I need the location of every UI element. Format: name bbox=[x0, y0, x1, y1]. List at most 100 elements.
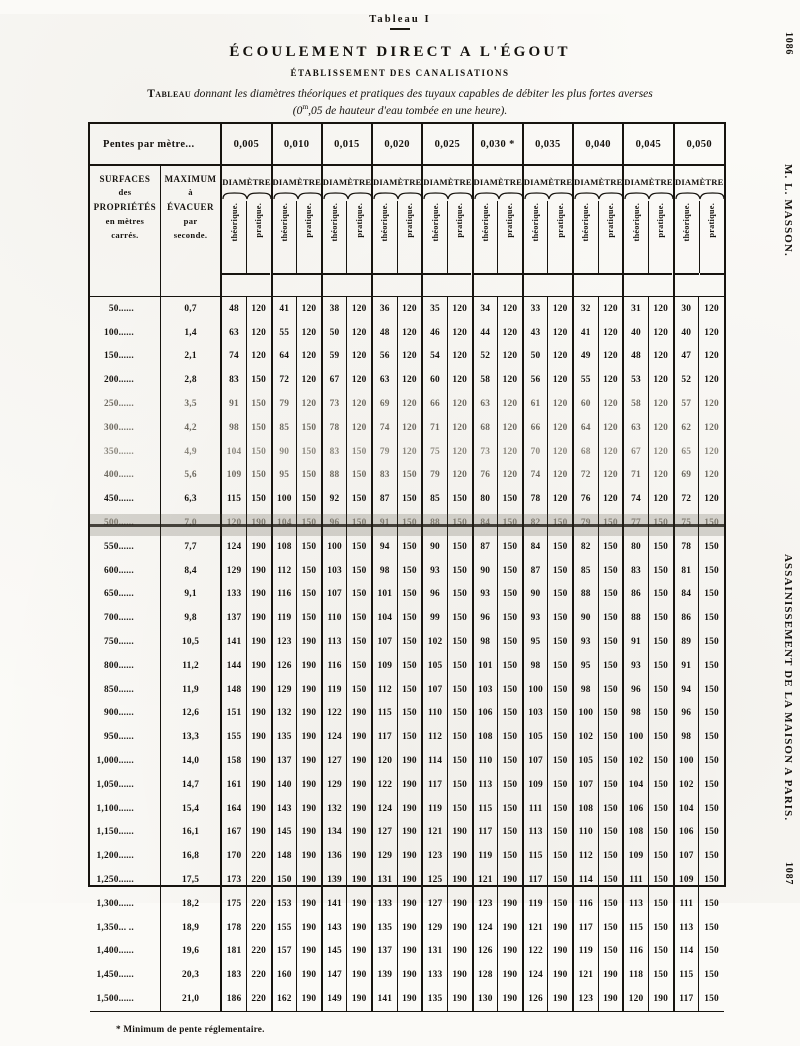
surface-cell: 1,000...... bbox=[96, 756, 134, 767]
diameter-theorique-cell: 68 bbox=[471, 415, 498, 440]
diameter-pratique-cell: 120 bbox=[296, 368, 322, 393]
diameter-theorique-cell: 53 bbox=[622, 368, 649, 393]
diameter-pratique-cell: 190 bbox=[597, 963, 624, 988]
diameter-header-7: DIAMÈTRE théorique. pratique. bbox=[571, 165, 624, 297]
diameter-theorique-cell: 52 bbox=[672, 368, 699, 393]
diameter-theorique-cell: 64 bbox=[270, 344, 297, 369]
diameter-theorique-cell: 73 bbox=[320, 392, 347, 416]
diameter-pratique-cell: 120 bbox=[446, 392, 473, 416]
diameter-pratique-cell: 150 bbox=[698, 963, 724, 988]
table-row: 500...... 7,0 120 190 104 150 96 150 91 150 88 150 8… bbox=[90, 511, 724, 535]
diameter-pratique-cell: 190 bbox=[245, 725, 272, 750]
diameter-pratique-cell: 120 bbox=[547, 320, 573, 345]
debit-cell: 15,4 bbox=[159, 796, 222, 821]
diameter-pratique-cell: 190 bbox=[446, 939, 473, 964]
diameter-pratique-cell: 150 bbox=[547, 891, 573, 916]
surface-cell: 100...... bbox=[103, 327, 134, 338]
diameter-pratique-cell: 150 bbox=[597, 534, 624, 559]
diameter-pratique-cell: 150 bbox=[698, 511, 724, 535]
diameter-theorique-cell: 98 bbox=[471, 630, 498, 654]
diameter-theorique-cell: 85 bbox=[421, 487, 448, 512]
diameter-pratique-cell: 120 bbox=[698, 463, 724, 488]
diameter-pratique-cell: 190 bbox=[346, 868, 372, 892]
diameter-theorique-cell: 31 bbox=[622, 296, 649, 321]
diameter-theorique-cell: 110 bbox=[421, 701, 448, 726]
diameter-theorique-cell: 181 bbox=[220, 939, 247, 964]
diameter-pratique-cell: 150 bbox=[346, 534, 372, 559]
diameter-word: DIAMÈTRE bbox=[373, 177, 422, 187]
diameter-theorique-cell: 116 bbox=[320, 653, 347, 678]
diameter-pratique-cell: 120 bbox=[446, 320, 473, 345]
subheader-rules bbox=[523, 273, 572, 275]
diameter-pratique-cell: 150 bbox=[547, 725, 573, 750]
diameter-theorique-cell: 56 bbox=[370, 344, 398, 369]
diameter-pratique-cell: 150 bbox=[446, 749, 473, 773]
subheader-rules bbox=[574, 273, 623, 275]
rule bbox=[648, 273, 673, 275]
diameter-theorique-cell: 137 bbox=[220, 606, 247, 631]
diameter-pratique-cell: 150 bbox=[547, 820, 573, 845]
diameter-theorique-cell: 48 bbox=[220, 296, 247, 321]
diameter-theorique-cell: 98 bbox=[622, 701, 649, 726]
diameter-theorique-cell: 127 bbox=[320, 749, 347, 773]
diameter-pratique-cell: 150 bbox=[346, 582, 372, 607]
diameter-pratique-cell: 120 bbox=[296, 320, 322, 345]
diameter-pratique-cell: 120 bbox=[547, 344, 573, 369]
rule bbox=[373, 273, 398, 275]
diameter-pratique-cell: 150 bbox=[597, 844, 624, 869]
subheader-pratique-label: pratique. bbox=[656, 203, 666, 238]
diameter-theorique-cell: 66 bbox=[421, 392, 448, 416]
diameter-theorique-cell: 175 bbox=[220, 891, 247, 916]
diameter-theorique-cell: 77 bbox=[622, 511, 649, 535]
diameter-pratique-cell: 120 bbox=[396, 439, 423, 464]
diameter-theorique-cell: 102 bbox=[571, 725, 599, 750]
diameter-pratique-cell: 150 bbox=[647, 511, 674, 535]
diameter-pratique-cell: 150 bbox=[647, 653, 674, 678]
diameter-theorique-cell: 131 bbox=[421, 939, 448, 964]
diameter-pratique-cell: 150 bbox=[647, 772, 674, 797]
diameter-theorique-cell: 119 bbox=[571, 939, 599, 964]
diameter-pratique-cell: 150 bbox=[497, 844, 523, 869]
diameter-theorique-cell: 113 bbox=[672, 915, 699, 940]
diameter-theorique-cell: 93 bbox=[521, 606, 548, 631]
diameter-pratique-cell: 190 bbox=[346, 891, 372, 916]
diameter-theorique-cell: 129 bbox=[270, 677, 297, 702]
diameter-pratique-cell: 190 bbox=[446, 891, 473, 916]
diameter-theorique-cell: 58 bbox=[471, 368, 498, 393]
surface-cell: 200...... bbox=[103, 375, 134, 386]
diameter-pratique-cell: 150 bbox=[647, 844, 674, 869]
diameter-theorique-cell: 167 bbox=[220, 820, 247, 845]
diameter-pratique-cell: 120 bbox=[597, 487, 624, 512]
diameter-pratique-cell: 190 bbox=[346, 915, 372, 940]
subheader-pratique-label: pratique. bbox=[555, 203, 565, 238]
diameter-theorique-cell: 133 bbox=[220, 582, 247, 607]
subheader-rules bbox=[624, 273, 673, 275]
table-row: 1,500...... 21,0 186 220 162 190 149 190 141 190 1… bbox=[90, 987, 724, 1012]
diameter-theorique-cell: 122 bbox=[521, 939, 548, 964]
diameter-pratique-cell: 150 bbox=[346, 511, 372, 535]
diameter-pratique-cell: 150 bbox=[245, 368, 272, 393]
surface-cell: 1,300...... bbox=[96, 898, 134, 909]
diameter-pratique-cell: 150 bbox=[346, 630, 372, 654]
diameter-pratique-cell: 220 bbox=[245, 868, 272, 892]
diameter-pratique-cell: 120 bbox=[647, 463, 674, 488]
diameter-pratique-cell: 150 bbox=[597, 820, 624, 845]
diameter-pratique-cell: 120 bbox=[547, 368, 573, 393]
table-row: 250...... 3,5 91 150 79 120 73 120 69 120 66 120 63 1… bbox=[90, 392, 724, 416]
title-rule bbox=[390, 28, 410, 30]
diameter-pratique-cell: 220 bbox=[245, 891, 272, 916]
rule bbox=[423, 273, 448, 275]
diameter-pratique-cell: 150 bbox=[446, 606, 473, 631]
table-row: 1,150...... 16,1 167 190 145 190 134 190 127 190 1… bbox=[90, 820, 724, 845]
rule bbox=[624, 273, 649, 275]
diameter-pratique-cell: 150 bbox=[647, 868, 674, 892]
diameter-pratique-cell: 120 bbox=[446, 344, 473, 369]
diameter-pratique-cell: 150 bbox=[647, 677, 674, 702]
diameter-pratique-cell: 150 bbox=[346, 439, 372, 464]
diameter-pratique-cell: 150 bbox=[396, 582, 423, 607]
diameter-pratique-cell: 120 bbox=[547, 296, 573, 321]
diameter-theorique-cell: 117 bbox=[471, 820, 498, 845]
diameter-theorique-cell: 123 bbox=[471, 891, 498, 916]
diameter-theorique-cell: 96 bbox=[672, 701, 699, 726]
debit-cell: 7,0 bbox=[159, 511, 222, 535]
